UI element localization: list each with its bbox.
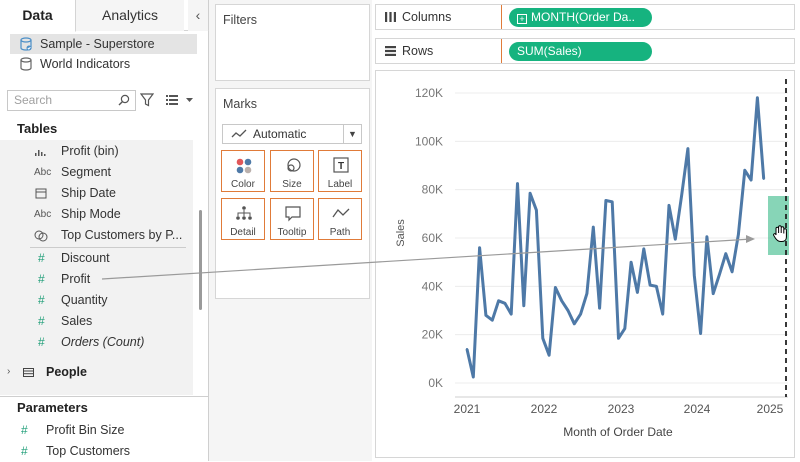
path-icon bbox=[332, 208, 350, 218]
field-ship-date[interactable]: Ship Date bbox=[30, 183, 190, 204]
list-view-icon[interactable] bbox=[165, 94, 195, 106]
tables-heading: Tables bbox=[17, 121, 58, 136]
search-icon bbox=[118, 94, 130, 106]
marks-label-button[interactable]: T Label bbox=[318, 150, 362, 192]
field-top-customers[interactable]: Top Customers by P... bbox=[30, 225, 190, 246]
pill-label: MONTH(Order Da.. bbox=[531, 10, 636, 24]
columns-shelf[interactable]: Columns + MONTH(Order Da.. bbox=[375, 4, 795, 30]
chevron-down-icon[interactable]: ▼ bbox=[343, 125, 361, 143]
measure-icon: # bbox=[38, 314, 45, 328]
marks-button-label: Color bbox=[231, 179, 255, 190]
filters-card[interactable]: Filters bbox=[215, 4, 370, 81]
svg-text:T: T bbox=[338, 161, 344, 172]
columns-shelf-label-area: Columns bbox=[376, 5, 502, 29]
parameters-heading: Parameters bbox=[17, 400, 88, 415]
field-label: Quantity bbox=[61, 293, 108, 307]
viz-area[interactable] bbox=[375, 70, 795, 458]
parameters-divider bbox=[0, 396, 209, 397]
filters-title: Filters bbox=[223, 13, 258, 27]
datasource-icon bbox=[20, 57, 32, 71]
set-icon bbox=[34, 230, 48, 242]
columns-shelf-label: Columns bbox=[402, 10, 452, 24]
marks-tooltip-button[interactable]: Tooltip bbox=[270, 198, 314, 240]
marks-button-label: Label bbox=[327, 179, 353, 190]
parameter-label: Top Customers bbox=[46, 444, 131, 458]
sum-sales-pill[interactable]: SUM(Sales) bbox=[509, 42, 652, 61]
marks-title: Marks bbox=[223, 97, 258, 111]
field-orders-count[interactable]: # Orders (Count) bbox=[30, 332, 190, 353]
measure-icon: # bbox=[38, 251, 45, 265]
color-icon bbox=[236, 158, 252, 174]
columns-icon bbox=[385, 12, 396, 22]
field-segment[interactable]: Abc Segment bbox=[30, 162, 190, 183]
datasource-label: World Indicators bbox=[40, 57, 131, 71]
marks-button-label: Size bbox=[282, 179, 302, 190]
field-discount[interactable]: # Discount bbox=[30, 248, 190, 269]
marks-size-button[interactable]: Size bbox=[270, 150, 314, 192]
field-label: Orders (Count) bbox=[61, 335, 145, 349]
datasource-world-indicators[interactable]: World Indicators bbox=[10, 54, 197, 74]
tab-analytics[interactable]: Analytics bbox=[76, 0, 184, 31]
field-sales[interactable]: # Sales bbox=[30, 311, 190, 332]
rows-shelf[interactable]: Rows SUM(Sales) bbox=[375, 38, 795, 64]
marks-card: Marks bbox=[215, 88, 370, 299]
data-pane: Data Analytics ‹ Sample - Superstore Wor… bbox=[0, 0, 209, 461]
datasource-icon bbox=[20, 37, 32, 51]
string-icon: Abc bbox=[34, 209, 52, 220]
field-profit[interactable]: # Profit bbox=[30, 269, 190, 290]
rows-shelf-label: Rows bbox=[402, 44, 434, 58]
parameter-icon: # bbox=[21, 423, 28, 437]
size-icon bbox=[287, 158, 301, 172]
expand-icon[interactable]: + bbox=[517, 14, 527, 24]
field-list-scrollbar[interactable] bbox=[199, 210, 202, 310]
table-icon bbox=[23, 368, 34, 377]
pill-label: SUM(Sales) bbox=[517, 44, 582, 58]
bin-icon bbox=[35, 150, 46, 156]
field-quantity[interactable]: # Quantity bbox=[30, 290, 190, 311]
mark-type-dropdown[interactable]: Automatic ▼ bbox=[222, 124, 362, 144]
measure-icon: # bbox=[38, 293, 45, 307]
tab-data[interactable]: Data bbox=[0, 0, 76, 32]
marks-button-label: Tooltip bbox=[277, 227, 307, 238]
mark-type-label: Automatic bbox=[253, 127, 307, 141]
field-label: Discount bbox=[61, 251, 110, 265]
field-ship-mode[interactable]: Abc Ship Mode bbox=[30, 204, 190, 225]
collapse-pane-icon[interactable]: ‹ bbox=[188, 0, 208, 31]
marks-path-button[interactable]: Path bbox=[318, 198, 362, 240]
rows-icon bbox=[385, 46, 396, 56]
field-label: Profit bbox=[61, 272, 91, 286]
label-icon: T bbox=[333, 157, 349, 173]
field-label: Ship Mode bbox=[61, 207, 121, 221]
month-order-date-pill[interactable]: + MONTH(Order Da.. bbox=[509, 8, 652, 27]
filter-icon[interactable] bbox=[140, 93, 154, 107]
field-label: Segment bbox=[61, 165, 112, 179]
line-mark-icon bbox=[231, 129, 247, 138]
marks-color-button[interactable]: Color bbox=[221, 150, 265, 192]
datasource-superstore[interactable]: Sample - Superstore bbox=[10, 34, 197, 54]
parameter-icon: # bbox=[21, 444, 28, 458]
detail-icon bbox=[236, 206, 252, 220]
field-label: Ship Date bbox=[61, 186, 116, 200]
calendar-icon bbox=[35, 188, 47, 199]
marks-button-label: Detail bbox=[230, 227, 256, 238]
search-placeholder: Search bbox=[14, 93, 53, 107]
measure-icon: # bbox=[38, 335, 45, 349]
rows-shelf-label-area: Rows bbox=[376, 39, 502, 63]
folder-people-label: People bbox=[46, 365, 87, 379]
chevron-right-icon[interactable]: › bbox=[7, 366, 11, 377]
datasource-label: Sample - Superstore bbox=[40, 37, 155, 51]
marks-detail-button[interactable]: Detail bbox=[221, 198, 265, 240]
field-label: Top Customers by P... bbox=[61, 228, 183, 242]
search-input[interactable]: Search bbox=[7, 90, 136, 111]
field-label: Sales bbox=[61, 314, 93, 328]
tooltip-icon bbox=[285, 206, 301, 222]
parameter-label: Profit Bin Size bbox=[46, 423, 125, 437]
field-label: Profit (bin) bbox=[61, 144, 119, 158]
side-tabbar: Data Analytics ‹ bbox=[0, 0, 209, 32]
field-profit-bin[interactable]: Profit (bin) bbox=[30, 141, 190, 162]
string-icon: Abc bbox=[34, 167, 52, 178]
marks-button-label: Path bbox=[329, 227, 351, 238]
measure-icon: # bbox=[38, 272, 45, 286]
